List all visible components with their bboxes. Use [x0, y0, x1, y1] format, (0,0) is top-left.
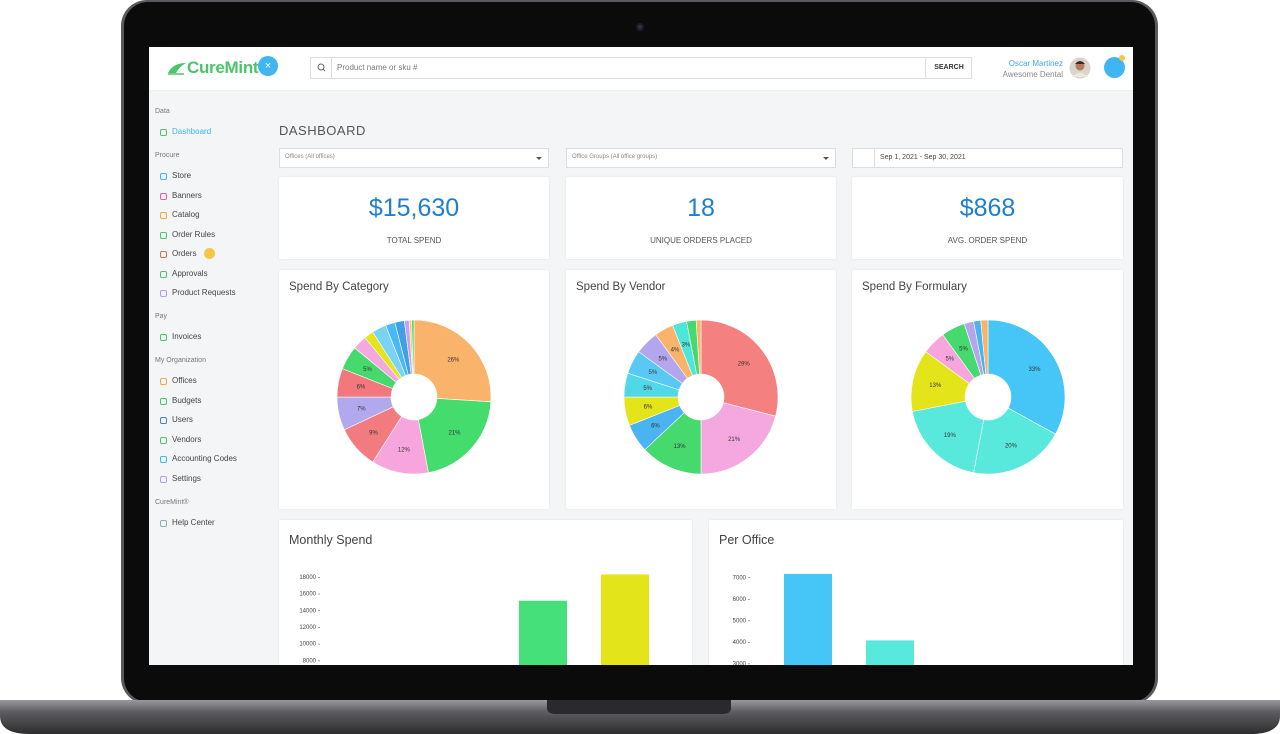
sidebar-item[interactable]: Product Requests — [172, 288, 236, 297]
sidebar-section-title: Pay — [155, 313, 168, 320]
sidebar-icon — [160, 475, 167, 483]
logo-icon — [168, 63, 186, 75]
date-range: Sep 1, 2021 - Sep 30, 2021 — [880, 154, 966, 161]
sidebar-icon — [160, 334, 167, 341]
stat-label: UNIQUE ORDERS PLACED — [650, 236, 752, 245]
sidebar-icon — [160, 129, 167, 136]
stat-value: 18 — [687, 194, 715, 222]
stat-label: TOTAL SPEND — [386, 236, 442, 245]
calendar-icon — [853, 149, 875, 167]
sidebar-icon — [160, 378, 167, 385]
sidebar-section-title: Procure — [155, 152, 180, 159]
filter[interactable]: Sep 1, 2021 - Sep 30, 2021 — [852, 148, 1123, 168]
dropdown-arrow — [536, 157, 542, 160]
sidebar-icon — [160, 290, 167, 297]
logo: CureMint — [187, 58, 259, 77]
close-button[interactable]: × — [258, 56, 278, 76]
filter[interactable]: Office Groups (All office groups) — [566, 148, 836, 168]
sidebar-icon — [160, 519, 167, 527]
sidebar-icon — [160, 251, 167, 258]
sidebar-icon — [160, 173, 167, 180]
chart-card: Spend By Formulary — [852, 270, 1123, 509]
stat-value: $868 — [959, 194, 1016, 222]
filter-label: Offices (All offices) — [285, 154, 335, 160]
sidebar-section-title: Data — [155, 108, 170, 115]
search-bar[interactable]: Product name or sku # SEARCH — [310, 57, 972, 79]
search-placeholder: Product name or sku # — [337, 63, 418, 72]
sidebar-item[interactable]: Approvals — [172, 268, 208, 278]
sidebar-icon — [160, 192, 167, 200]
sidebar-section-title: My Organization — [155, 357, 206, 364]
sidebar-icon — [160, 270, 167, 278]
sidebar-item[interactable]: Orders — [172, 249, 197, 258]
chart-title: Monthly Spend — [289, 533, 373, 547]
search-icon-box — [311, 58, 332, 78]
stat-label: AVG. ORDER SPEND — [947, 236, 1028, 245]
stat-card: $868 AVG. ORDER SPEND — [852, 177, 1123, 259]
chart-title: Spend By Category — [289, 281, 389, 293]
sidebar-item[interactable]: Offices — [172, 376, 197, 385]
chart-card: Spend By Category — [279, 270, 549, 509]
search-button[interactable]: SEARCH — [925, 58, 972, 78]
sidebar-item[interactable]: Budgets — [172, 395, 202, 405]
chart-card: Per Office — [709, 520, 1123, 665]
page-title: DASHBOARD — [279, 123, 366, 138]
screen: CureMint × Product name or sku # SEARCH … — [149, 47, 1133, 665]
stat-value: $15,630 — [368, 194, 460, 222]
chart-card: Spend By Vendor — [566, 270, 836, 509]
user-company: Awesome Dental — [1002, 70, 1063, 79]
sidebar-item[interactable]: Vendors — [172, 434, 202, 444]
sidebar-icon — [160, 436, 167, 444]
filter[interactable]: Offices (All offices) — [279, 148, 549, 168]
sidebar-section-title: CureMint® — [155, 498, 189, 506]
stat-card: $15,630 TOTAL SPEND — [279, 177, 549, 259]
orders-badge — [204, 248, 215, 259]
user-name[interactable]: Oscar Martinez — [1008, 59, 1063, 68]
stat-card: 18 UNIQUE ORDERS PLACED — [566, 177, 836, 259]
sidebar-item[interactable]: Invoices — [172, 332, 202, 341]
chart-card: Monthly Spend — [279, 520, 692, 665]
sidebar-item[interactable]: Order Rules — [172, 229, 216, 239]
sidebar-icon — [160, 231, 167, 239]
sidebar-icon — [160, 456, 167, 463]
chart-title: Per Office — [719, 533, 775, 547]
sidebar-item[interactable]: Accounting Codes — [172, 454, 237, 463]
sidebar-item[interactable]: Help Center — [172, 517, 215, 527]
sidebar-icon — [160, 397, 167, 405]
sidebar-item[interactable]: Store — [172, 171, 192, 180]
sidebar-item[interactable]: Catalog — [172, 210, 200, 219]
sidebar-item[interactable]: Dashboard — [172, 127, 212, 136]
cart-button[interactable] — [1104, 55, 1125, 78]
dropdown-arrow — [823, 157, 829, 160]
cart-badge — [1119, 55, 1125, 61]
avatar[interactable] — [1069, 57, 1091, 79]
search-icon — [317, 63, 326, 72]
sidebar-item[interactable]: Banners — [172, 190, 202, 200]
sidebar-icon — [160, 417, 167, 424]
sidebar-item[interactable]: Settings — [172, 473, 201, 483]
sidebar-icon — [160, 212, 167, 219]
chart-title: Spend By Formulary — [862, 281, 967, 293]
filter-label: Office Groups (All office groups) — [572, 154, 658, 160]
sidebar-item[interactable]: Users — [172, 415, 193, 424]
chart-title: Spend By Vendor — [576, 281, 666, 293]
